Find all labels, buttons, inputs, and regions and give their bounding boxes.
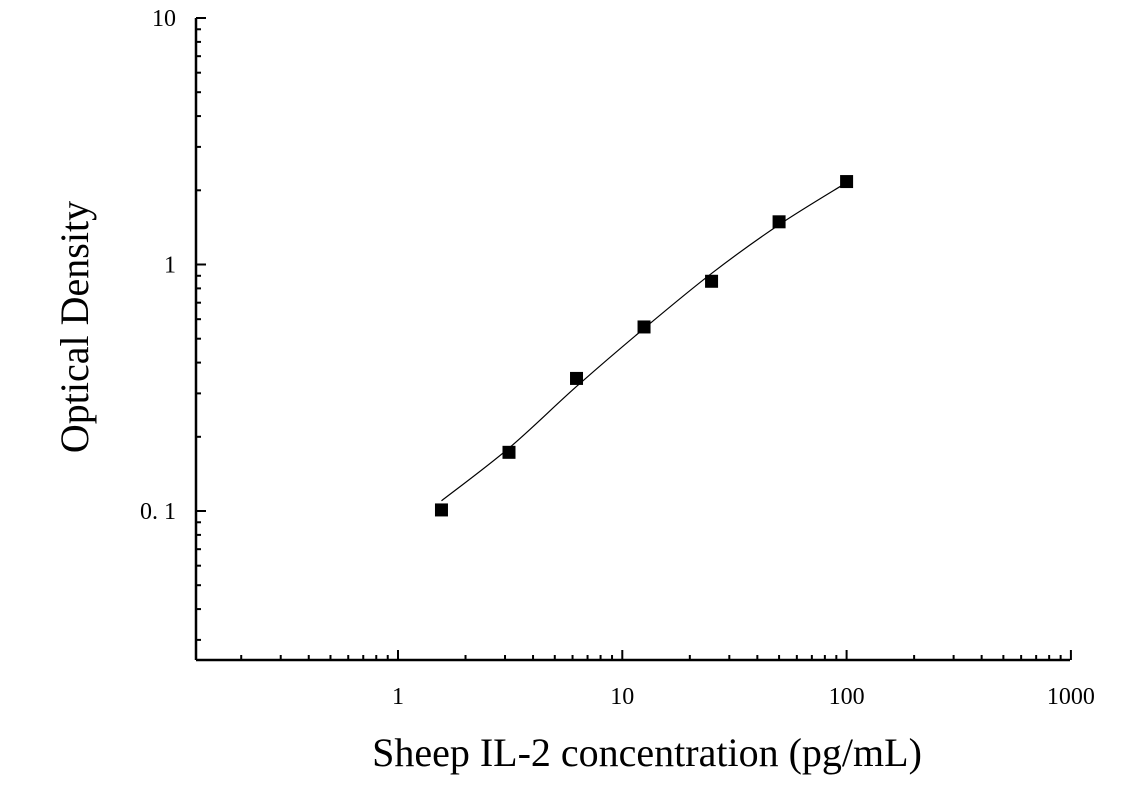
data-point — [434, 503, 448, 517]
data-points — [434, 175, 854, 517]
y-tick-label: 0. 1 — [140, 499, 176, 525]
y-tick-label: 1 — [164, 253, 176, 279]
x-axis-title: Sheep IL-2 concentration (pg/mL) — [372, 730, 922, 775]
x-tick-label: 1 — [392, 684, 404, 710]
data-point — [840, 175, 854, 189]
y-tick-label: 10 — [152, 6, 176, 32]
data-point — [570, 371, 584, 385]
x-tick-label: 100 — [829, 684, 865, 710]
fit-curve — [441, 182, 847, 502]
tick-labels: 1 10 100 1000 0. 1 1 10 — [140, 6, 1095, 710]
axes — [194, 18, 1070, 662]
data-point — [705, 274, 719, 288]
x-tick-label: 10 — [610, 684, 634, 710]
ticks — [196, 17, 1072, 660]
data-point — [502, 445, 516, 459]
y-axis-title: Optical Density — [52, 201, 97, 453]
data-point — [637, 320, 651, 334]
x-tick-label: 1000 — [1047, 684, 1095, 710]
data-point — [772, 215, 786, 229]
